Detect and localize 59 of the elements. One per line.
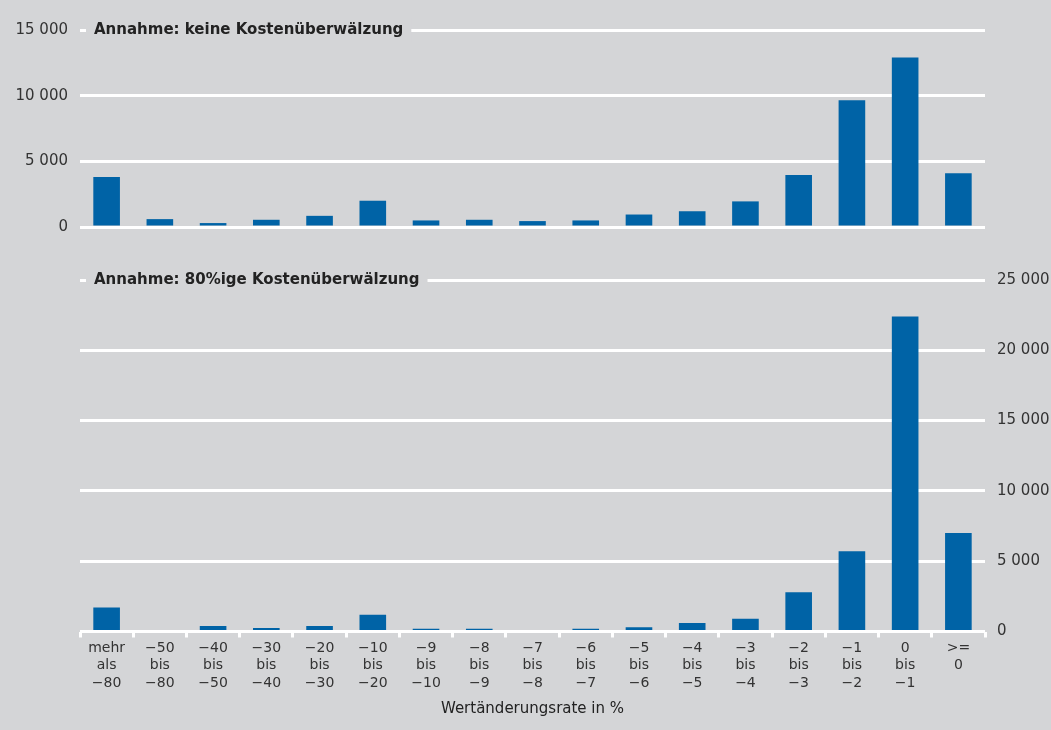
bar: [945, 173, 972, 226]
x-tick-label: −3 bis −4: [735, 638, 756, 690]
bar: [838, 100, 866, 226]
y2-tick-label: 5 000: [997, 551, 1040, 570]
y2-tick-label: 0: [997, 621, 1007, 640]
bar: [253, 627, 280, 630]
x-tick-label: −20 bis −30: [304, 638, 335, 690]
x-tick-label: −8 bis −9: [468, 638, 490, 690]
bar: [519, 221, 546, 226]
bar: [838, 551, 866, 630]
y2-tick-label: 20 000: [997, 340, 1050, 359]
x-tick-label: −7 bis −8: [522, 638, 543, 690]
bar: [253, 219, 280, 226]
x-tick-label: −1 bis −2: [841, 638, 863, 690]
bar: [93, 607, 120, 630]
x-tick-label: >= 0: [946, 638, 971, 673]
bar: [625, 627, 653, 630]
bar: [785, 175, 812, 226]
bar: [93, 177, 120, 226]
y-tick-label: 10 000: [15, 85, 68, 104]
x-tick-label: −2 bis −3: [788, 638, 809, 690]
y2-tick-label: 25 000: [997, 269, 1050, 288]
bar: [199, 223, 227, 226]
x-tick-label: −9 bis −10: [411, 638, 441, 690]
y-tick-label: 15 000: [15, 19, 68, 38]
x-axis-title: Wertänderungsrate in %: [440, 698, 625, 717]
bar: [359, 200, 387, 226]
bar: [306, 215, 333, 226]
x-tick-label: −4 bis −5: [681, 638, 703, 690]
y2-tick-label: 10 000: [997, 480, 1050, 499]
bar: [572, 220, 600, 226]
bar: [146, 219, 174, 226]
y-tick-label: 5 000: [25, 151, 68, 170]
x-tick-label: −50 bis −80: [145, 638, 175, 690]
chart-title: Annahme: keine Kostenüberwälzung: [94, 19, 404, 38]
x-tick-label: 0 bis −1: [894, 638, 916, 690]
x-tick-label: −30 bis −40: [251, 638, 282, 690]
chart-title: Annahme: 80%ige Kostenüberwälzung: [94, 269, 420, 288]
bar: [465, 219, 493, 226]
bar: [891, 57, 919, 226]
x-tick-label: −6 bis −7: [575, 638, 597, 690]
bar: [732, 618, 759, 630]
bar: [678, 211, 706, 226]
bar: [732, 201, 759, 226]
bar: [306, 625, 333, 630]
bar: [945, 533, 972, 630]
x-tick-label: −40 bis −50: [198, 638, 228, 690]
x-tick-label: −5 bis −6: [628, 638, 650, 690]
bar: [891, 316, 919, 630]
bar: [678, 623, 706, 630]
bar: [412, 220, 440, 226]
bar: [785, 592, 812, 630]
x-tick-label: mehr als −80: [88, 638, 126, 690]
y-tick-label: 0: [58, 216, 68, 235]
bar: [199, 625, 227, 630]
x-tick-label: −10 bis −20: [358, 638, 388, 690]
bar: [359, 614, 387, 630]
y2-tick-label: 15 000: [997, 410, 1050, 429]
bar: [625, 214, 653, 226]
